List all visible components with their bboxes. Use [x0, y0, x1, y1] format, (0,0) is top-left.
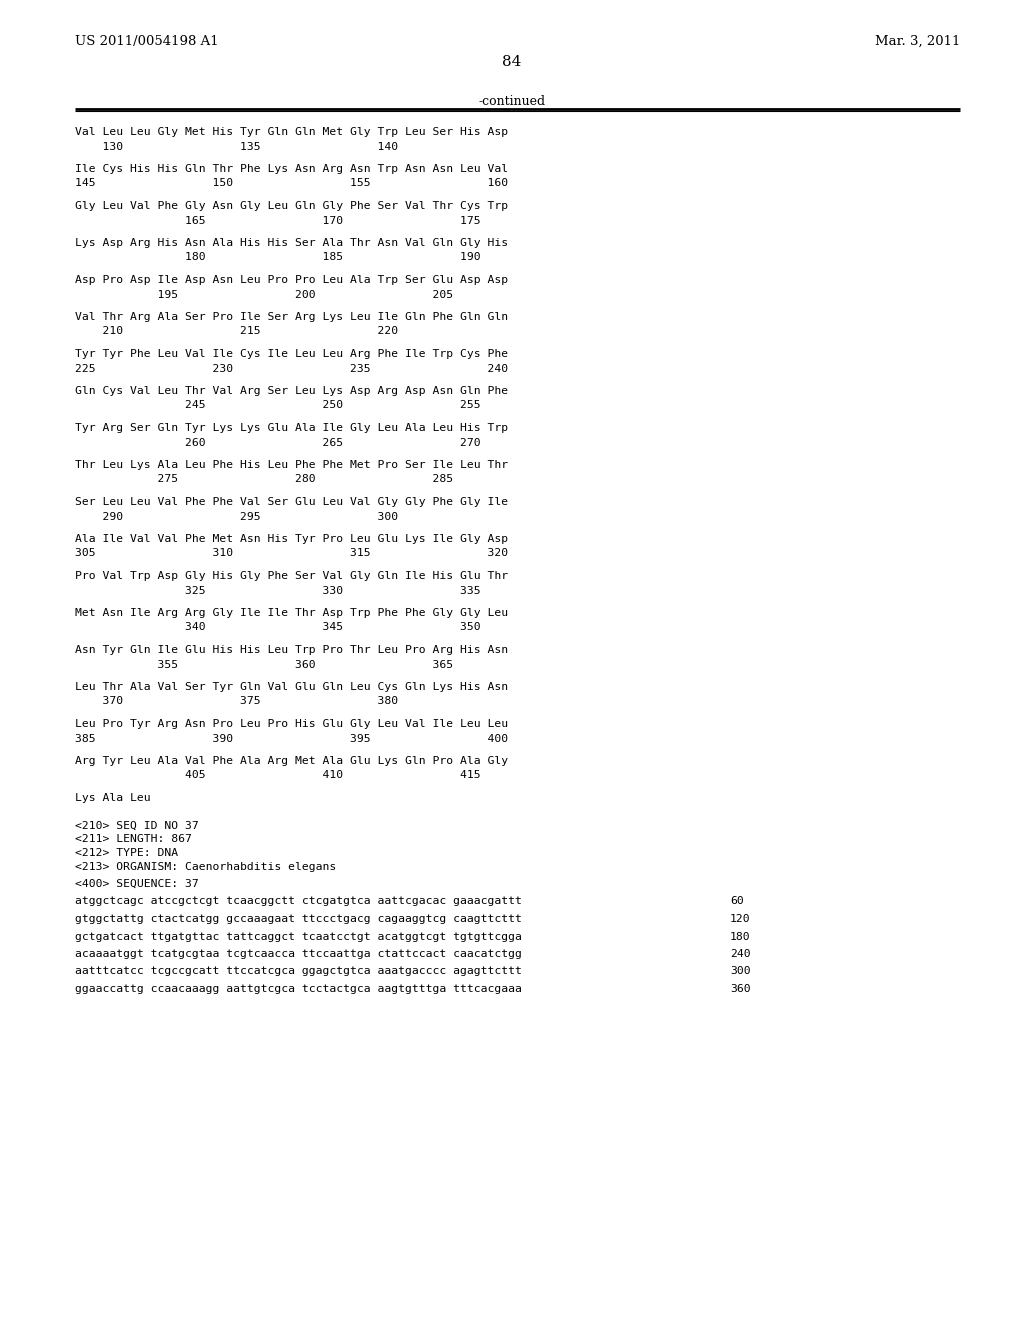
Text: 130                 135                 140: 130 135 140: [75, 141, 398, 152]
Text: <212> TYPE: DNA: <212> TYPE: DNA: [75, 847, 178, 858]
Text: 370                 375                 380: 370 375 380: [75, 697, 398, 706]
Text: Leu Thr Ala Val Ser Tyr Gln Val Glu Gln Leu Cys Gln Lys His Asn: Leu Thr Ala Val Ser Tyr Gln Val Glu Gln …: [75, 682, 508, 692]
Text: 60: 60: [730, 896, 743, 907]
Text: 180                 185                 190: 180 185 190: [75, 252, 480, 263]
Text: 240: 240: [730, 949, 751, 960]
Text: gtggctattg ctactcatgg gccaaagaat ttccctgacg cagaaggtcg caagttcttt: gtggctattg ctactcatgg gccaaagaat ttccctg…: [75, 913, 522, 924]
Text: 245                 250                 255: 245 250 255: [75, 400, 480, 411]
Text: Tyr Tyr Phe Leu Val Ile Cys Ile Leu Leu Arg Phe Ile Trp Cys Phe: Tyr Tyr Phe Leu Val Ile Cys Ile Leu Leu …: [75, 348, 508, 359]
Text: Asn Tyr Gln Ile Glu His His Leu Trp Pro Thr Leu Pro Arg His Asn: Asn Tyr Gln Ile Glu His His Leu Trp Pro …: [75, 645, 508, 655]
Text: Asp Pro Asp Ile Asp Asn Leu Pro Pro Leu Ala Trp Ser Glu Asp Asp: Asp Pro Asp Ile Asp Asn Leu Pro Pro Leu …: [75, 275, 508, 285]
Text: Lys Ala Leu: Lys Ala Leu: [75, 793, 151, 803]
Text: Mar. 3, 2011: Mar. 3, 2011: [874, 36, 961, 48]
Text: <210> SEQ ID NO 37: <210> SEQ ID NO 37: [75, 821, 199, 832]
Text: 84: 84: [503, 55, 521, 69]
Text: 210                 215                 220: 210 215 220: [75, 326, 398, 337]
Text: Arg Tyr Leu Ala Val Phe Ala Arg Met Ala Glu Lys Gln Pro Ala Gly: Arg Tyr Leu Ala Val Phe Ala Arg Met Ala …: [75, 756, 508, 766]
Text: 275                 280                 285: 275 280 285: [75, 474, 454, 484]
Text: 180: 180: [730, 932, 751, 941]
Text: <213> ORGANISM: Caenorhabditis elegans: <213> ORGANISM: Caenorhabditis elegans: [75, 862, 336, 871]
Text: Gly Leu Val Phe Gly Asn Gly Leu Gln Gly Phe Ser Val Thr Cys Trp: Gly Leu Val Phe Gly Asn Gly Leu Gln Gly …: [75, 201, 508, 211]
Text: 340                 345                 350: 340 345 350: [75, 623, 480, 632]
Text: gctgatcact ttgatgttac tattcaggct tcaatcctgt acatggtcgt tgtgttcgga: gctgatcact ttgatgttac tattcaggct tcaatcc…: [75, 932, 522, 941]
Text: 360: 360: [730, 983, 751, 994]
Text: Tyr Arg Ser Gln Tyr Lys Lys Glu Ala Ile Gly Leu Ala Leu His Trp: Tyr Arg Ser Gln Tyr Lys Lys Glu Ala Ile …: [75, 422, 508, 433]
Text: 290                 295                 300: 290 295 300: [75, 511, 398, 521]
Text: Gln Cys Val Leu Thr Val Arg Ser Leu Lys Asp Arg Asp Asn Gln Phe: Gln Cys Val Leu Thr Val Arg Ser Leu Lys …: [75, 385, 508, 396]
Text: 145                 150                 155                 160: 145 150 155 160: [75, 178, 508, 189]
Text: Pro Val Trp Asp Gly His Gly Phe Ser Val Gly Gln Ile His Glu Thr: Pro Val Trp Asp Gly His Gly Phe Ser Val …: [75, 572, 508, 581]
Text: <400> SEQUENCE: 37: <400> SEQUENCE: 37: [75, 879, 199, 888]
Text: 165                 170                 175: 165 170 175: [75, 215, 480, 226]
Text: ggaaccattg ccaacaaagg aattgtcgca tcctactgca aagtgtttga tttcacgaaa: ggaaccattg ccaacaaagg aattgtcgca tcctact…: [75, 983, 522, 994]
Text: Ile Cys His His Gln Thr Phe Lys Asn Arg Asn Trp Asn Asn Leu Val: Ile Cys His His Gln Thr Phe Lys Asn Arg …: [75, 164, 508, 174]
Text: 300: 300: [730, 966, 751, 977]
Text: 325                 330                 335: 325 330 335: [75, 586, 480, 595]
Text: 260                 265                 270: 260 265 270: [75, 437, 480, 447]
Text: Val Thr Arg Ala Ser Pro Ile Ser Arg Lys Leu Ile Gln Phe Gln Gln: Val Thr Arg Ala Ser Pro Ile Ser Arg Lys …: [75, 312, 508, 322]
Text: 355                 360                 365: 355 360 365: [75, 660, 454, 669]
Text: 120: 120: [730, 913, 751, 924]
Text: Leu Pro Tyr Arg Asn Pro Leu Pro His Glu Gly Leu Val Ile Leu Leu: Leu Pro Tyr Arg Asn Pro Leu Pro His Glu …: [75, 719, 508, 729]
Text: US 2011/0054198 A1: US 2011/0054198 A1: [75, 36, 219, 48]
Text: Met Asn Ile Arg Arg Gly Ile Ile Thr Asp Trp Phe Phe Gly Gly Leu: Met Asn Ile Arg Arg Gly Ile Ile Thr Asp …: [75, 609, 508, 618]
Text: acaaaatggt tcatgcgtaa tcgtcaacca ttccaattga ctattccact caacatctgg: acaaaatggt tcatgcgtaa tcgtcaacca ttccaat…: [75, 949, 522, 960]
Text: Ala Ile Val Val Phe Met Asn His Tyr Pro Leu Glu Lys Ile Gly Asp: Ala Ile Val Val Phe Met Asn His Tyr Pro …: [75, 535, 508, 544]
Text: Ser Leu Leu Val Phe Phe Val Ser Glu Leu Val Gly Gly Phe Gly Ile: Ser Leu Leu Val Phe Phe Val Ser Glu Leu …: [75, 498, 508, 507]
Text: Val Leu Leu Gly Met His Tyr Gln Gln Met Gly Trp Leu Ser His Asp: Val Leu Leu Gly Met His Tyr Gln Gln Met …: [75, 127, 508, 137]
Text: 195                 200                 205: 195 200 205: [75, 289, 454, 300]
Text: Thr Leu Lys Ala Leu Phe His Leu Phe Phe Met Pro Ser Ile Leu Thr: Thr Leu Lys Ala Leu Phe His Leu Phe Phe …: [75, 459, 508, 470]
Text: -continued: -continued: [478, 95, 546, 108]
Text: 385                 390                 395                 400: 385 390 395 400: [75, 734, 508, 743]
Text: aatttcatcc tcgccgcatt ttccatcgca ggagctgtca aaatgacccc agagttcttt: aatttcatcc tcgccgcatt ttccatcgca ggagctg…: [75, 966, 522, 977]
Text: 305                 310                 315                 320: 305 310 315 320: [75, 549, 508, 558]
Text: <211> LENGTH: 867: <211> LENGTH: 867: [75, 834, 191, 845]
Text: Lys Asp Arg His Asn Ala His His Ser Ala Thr Asn Val Gln Gly His: Lys Asp Arg His Asn Ala His His Ser Ala …: [75, 238, 508, 248]
Text: 225                 230                 235                 240: 225 230 235 240: [75, 363, 508, 374]
Text: 405                 410                 415: 405 410 415: [75, 771, 480, 780]
Text: atggctcagc atccgctcgt tcaacggctt ctcgatgtca aattcgacac gaaacgattt: atggctcagc atccgctcgt tcaacggctt ctcgatg…: [75, 896, 522, 907]
